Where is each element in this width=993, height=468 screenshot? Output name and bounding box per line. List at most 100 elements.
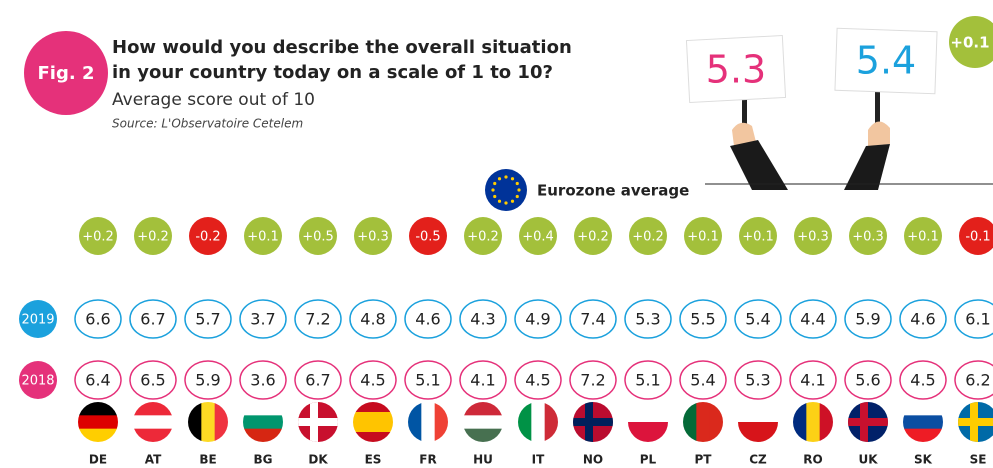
flag-stripe	[133, 429, 173, 443]
flag	[683, 402, 724, 442]
country-code: RO	[803, 453, 822, 467]
title-line: in your country today on a scale of 1 to…	[112, 62, 553, 83]
country-code: PL	[640, 453, 657, 467]
score-2019: 5.3	[635, 310, 660, 329]
flag-stripe	[710, 402, 724, 442]
flag	[243, 402, 283, 443]
flag-stripe	[903, 402, 943, 416]
flag-cross	[958, 418, 993, 426]
country-code: CZ	[749, 453, 767, 467]
flag-stripe	[421, 402, 435, 442]
flag-stripe	[683, 402, 697, 442]
flag-stripe	[463, 402, 503, 416]
flag-stripe	[463, 415, 503, 429]
flag-stripe	[78, 429, 118, 443]
flag-stripe	[628, 402, 668, 423]
country-code: BE	[199, 453, 216, 467]
eu-star	[516, 182, 519, 185]
score-2018: 7.2	[580, 371, 605, 390]
flag-stripe	[243, 429, 283, 443]
country-code: SK	[914, 453, 933, 467]
flag-stripe	[531, 402, 545, 442]
change-label: +0.2	[632, 230, 664, 245]
score-2018: 6.5	[140, 371, 165, 390]
flag	[628, 402, 668, 443]
country-code: IT	[532, 453, 545, 467]
score-2018: 4.5	[360, 371, 385, 390]
country-code: ES	[365, 453, 382, 467]
flag-stripe	[243, 415, 283, 429]
score-2019: 4.6	[415, 310, 440, 329]
badge-text: Fig. 2	[38, 63, 95, 84]
score-2018: 6.4	[85, 371, 110, 390]
score-2018: 4.1	[800, 371, 825, 390]
flag-stripe	[133, 415, 173, 429]
change-label: +0.3	[797, 230, 829, 245]
score-2019: 4.4	[800, 310, 825, 329]
flag	[573, 402, 613, 443]
row-label: 2019	[21, 313, 54, 328]
country-code: AT	[145, 453, 162, 467]
flag	[353, 402, 393, 443]
score-2019: 6.6	[85, 310, 110, 329]
flag-stripe	[215, 402, 229, 442]
change-label: +0.2	[577, 230, 609, 245]
score-2019: 7.4	[580, 310, 605, 329]
row-label: 2018	[21, 374, 54, 389]
flag-stripe	[353, 402, 393, 413]
score-2018: 5.1	[415, 371, 440, 390]
country-code: PT	[695, 453, 713, 467]
score-2018: 6.2	[965, 371, 990, 390]
score-2019: 5.7	[195, 310, 220, 329]
eurozone-label: Eurozone average	[537, 182, 689, 200]
flag	[848, 402, 888, 443]
flag-stripe	[201, 402, 215, 442]
score-2018: 4.1	[470, 371, 495, 390]
eu-star	[511, 200, 514, 203]
flag	[188, 402, 229, 442]
score-2018: 4.5	[525, 371, 550, 390]
flag-stripe	[628, 422, 668, 443]
country-code: DE	[89, 453, 107, 467]
flag-stripe	[518, 402, 532, 442]
eu-star	[504, 201, 507, 204]
score-2019: 7.2	[305, 310, 330, 329]
flag-stripe	[435, 402, 449, 442]
score-2019: 3.7	[250, 310, 275, 329]
flag	[463, 402, 503, 443]
change-label: -0.2	[195, 230, 220, 245]
score-2019: 4.8	[360, 310, 385, 329]
eurozone-previous: 5.3	[706, 48, 766, 92]
score-2018: 5.3	[745, 371, 770, 390]
score-2018: 5.4	[690, 371, 715, 390]
flag-stripe	[806, 402, 820, 442]
flag-stripe	[738, 402, 778, 423]
eu-star	[491, 188, 494, 191]
change-label: +0.3	[357, 230, 389, 245]
change-label: +0.1	[742, 230, 774, 245]
flag-stripe	[738, 422, 778, 443]
score-2019: 6.1	[965, 310, 990, 329]
flag-stripe	[353, 432, 393, 443]
score-2018: 4.5	[910, 371, 935, 390]
eu-star	[511, 177, 514, 180]
flag-stripe	[696, 402, 710, 442]
flag-stripe	[243, 402, 283, 416]
score-2018: 5.6	[855, 371, 880, 390]
flag	[78, 402, 118, 443]
score-2019: 4.3	[470, 310, 495, 329]
flag-stripe	[903, 429, 943, 443]
change-label: +0.1	[687, 230, 719, 245]
flag-stripe	[545, 402, 559, 442]
source: Source: L'Observatoire Cetelem	[112, 117, 303, 131]
subtitle: Average score out of 10	[112, 90, 315, 110]
flag	[133, 402, 173, 443]
change-label: +0.4	[522, 230, 554, 245]
score-2019: 5.4	[745, 310, 770, 329]
flag-stripe	[903, 415, 943, 429]
eurozone-current: 5.4	[856, 39, 916, 83]
score-2019: 4.6	[910, 310, 935, 329]
eu-star	[493, 182, 496, 185]
flag	[518, 402, 559, 442]
flag-stripe	[408, 402, 422, 442]
